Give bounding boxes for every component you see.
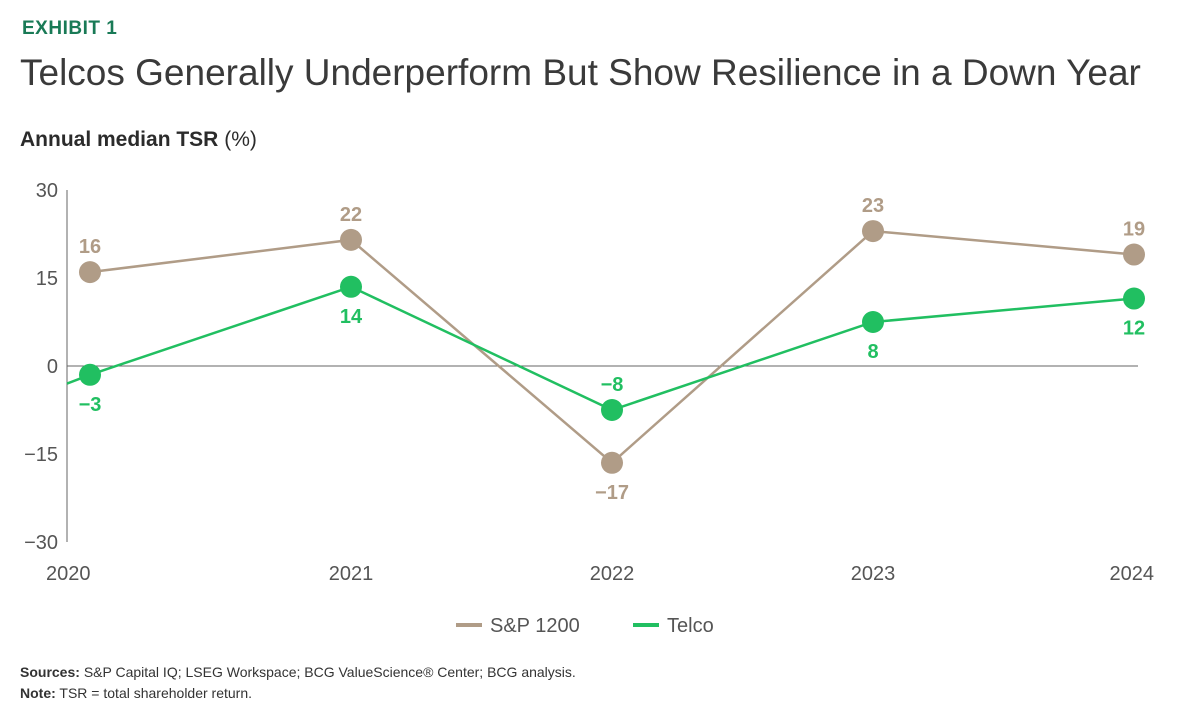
data-label: −17 xyxy=(595,482,629,504)
subtitle-unit: (%) xyxy=(224,128,257,151)
data-label: 12 xyxy=(1123,318,1145,340)
data-point xyxy=(79,261,101,284)
sources-note: Sources: S&P Capital IQ; LSEG Workspace;… xyxy=(20,664,576,680)
y-tick-label: −30 xyxy=(24,532,58,554)
data-point xyxy=(1123,287,1145,310)
y-tick-label: 30 xyxy=(36,180,58,202)
data-label: 22 xyxy=(340,204,362,226)
exhibit-label: EXHIBIT 1 xyxy=(22,18,118,39)
note-label: Note: xyxy=(20,685,56,701)
data-point xyxy=(340,228,362,251)
x-tick-label: 2022 xyxy=(590,563,635,585)
data-point xyxy=(1123,243,1145,266)
y-tick-label: 0 xyxy=(47,356,58,378)
definition-note: Note: TSR = total shareholder return. xyxy=(20,685,252,701)
data-label: 16 xyxy=(79,236,101,258)
sources-text: S&P Capital IQ; LSEG Workspace; BCG Valu… xyxy=(83,664,576,680)
y-tick-label: 15 xyxy=(36,268,58,290)
x-tick-label: 2024 xyxy=(1110,563,1155,585)
data-point xyxy=(862,311,884,333)
sources-label: Sources: xyxy=(20,664,80,680)
data-point xyxy=(862,220,884,243)
subtitle-metric: Annual median TSR xyxy=(20,128,219,151)
legend-label: Telco xyxy=(667,615,714,637)
x-tick-label: 2023 xyxy=(851,563,896,585)
data-label: 19 xyxy=(1123,219,1145,241)
x-tick-label: 2021 xyxy=(329,563,374,585)
data-point xyxy=(340,275,362,298)
chart-title: Telcos Generally Underperform But Show R… xyxy=(20,52,1141,93)
data-label: 8 xyxy=(867,341,878,363)
data-point xyxy=(601,399,623,421)
data-label: 14 xyxy=(340,306,363,328)
data-label: −3 xyxy=(79,394,102,416)
legend-label: S&P 1200 xyxy=(490,615,580,637)
x-tick-label: 2020 xyxy=(46,563,91,585)
chart-subtitle: Annual median TSR (%) xyxy=(20,128,257,152)
note-text: TSR = total shareholder return. xyxy=(59,685,253,701)
data-point xyxy=(601,451,623,474)
y-tick-label: −15 xyxy=(24,444,58,466)
data-label: 23 xyxy=(862,195,884,217)
data-point xyxy=(79,363,101,386)
data-label: −8 xyxy=(601,374,624,396)
series-line-0 xyxy=(89,229,1135,465)
